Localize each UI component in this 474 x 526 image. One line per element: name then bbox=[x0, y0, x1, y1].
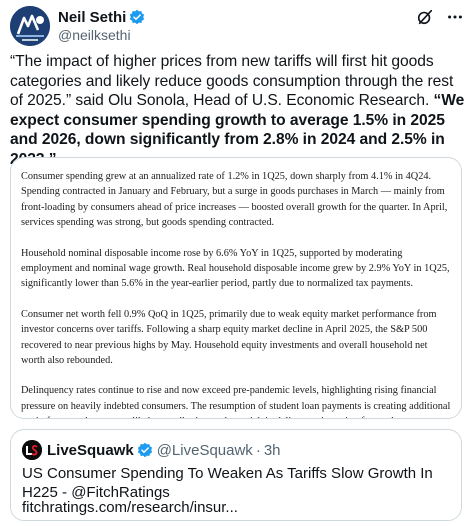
verified-badge-icon bbox=[137, 442, 152, 458]
author-name[interactable]: Neil Sethi bbox=[58, 8, 127, 26]
quoted-tweet-header: LiveSquawk @LiveSquawk · 3h bbox=[22, 440, 281, 460]
attached-image[interactable]: Consumer spending grew at an annualized … bbox=[10, 157, 462, 419]
image-paragraph-4: Delinquency rates continue to rise and n… bbox=[21, 385, 451, 418]
tweet-text-regular: “The impact of higher prices from new ta… bbox=[10, 53, 454, 110]
image-paragraph-3: Consumer net worth fell 0.9% QoQ in 1Q25… bbox=[21, 308, 437, 367]
avatar[interactable] bbox=[10, 6, 50, 46]
quoted-tweet[interactable]: LiveSquawk @LiveSquawk · 3h US Consumer … bbox=[10, 429, 462, 521]
tweet-text: “The impact of higher prices from new ta… bbox=[10, 52, 466, 170]
livesquawk-logo-icon bbox=[22, 440, 42, 460]
quoted-timestamp: 3h bbox=[263, 441, 281, 459]
tweet-text-bold: “We expect consumer spending growth to a… bbox=[10, 92, 465, 168]
name-row: Neil Sethi bbox=[58, 8, 145, 26]
image-text-block: Consumer spending grew at an annualized … bbox=[21, 169, 453, 418]
quoted-link[interactable]: fitchratings.com/research/insur... bbox=[22, 499, 238, 516]
author-handle[interactable]: @neilksethi bbox=[58, 27, 131, 43]
separator-dot: · bbox=[255, 441, 261, 459]
image-paragraph-2: Household nominal disposable income rose… bbox=[21, 247, 450, 290]
more-options-icon[interactable] bbox=[446, 8, 464, 26]
image-paragraph-1: Consumer spending grew at an annualized … bbox=[21, 171, 448, 229]
quoted-author-name: LiveSquawk bbox=[47, 441, 134, 459]
verified-badge-icon bbox=[130, 9, 145, 25]
quoted-avatar bbox=[22, 440, 42, 460]
tweet-header: Neil Sethi @neilksethi bbox=[10, 6, 464, 46]
quoted-tweet-text: US Consumer Spending To Weaken As Tariff… bbox=[22, 465, 433, 501]
quoted-author-handle: @LiveSquawk bbox=[156, 441, 253, 459]
brand-logo-icon bbox=[10, 6, 50, 46]
grok-icon[interactable] bbox=[416, 8, 434, 26]
